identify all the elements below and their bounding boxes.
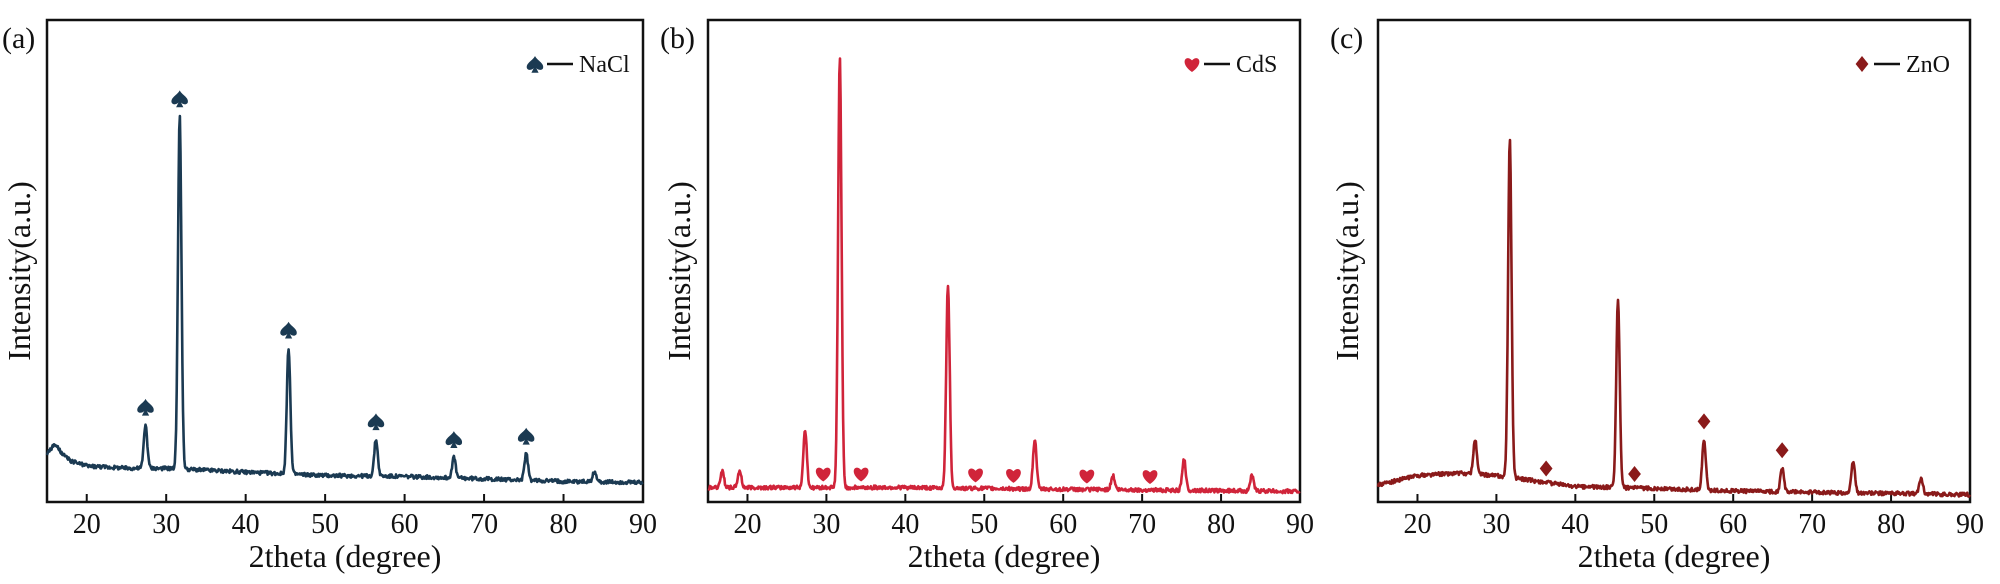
panel-label: (a) xyxy=(2,22,35,55)
x-tick-label: 70 xyxy=(1128,509,1156,540)
spade-marker xyxy=(137,398,154,416)
plot-frame xyxy=(706,18,1302,504)
plot-frame xyxy=(45,18,645,504)
spade-marker xyxy=(445,431,463,448)
heart-marker xyxy=(1142,470,1158,485)
x-tick-label: 50 xyxy=(311,509,339,540)
x-tick-label: 30 xyxy=(1482,509,1510,540)
series-line xyxy=(1376,138,1971,498)
y-axis-title: Intensity(a.u.) xyxy=(1,181,37,361)
spade-marker xyxy=(280,321,297,339)
spade-marker xyxy=(517,427,535,445)
panel-c: (c) 20 30 40 50 60 70 80 90 2theta (degree) Intens… xyxy=(1329,18,1984,574)
series-line xyxy=(707,57,1301,495)
heart-marker xyxy=(853,467,869,482)
x-tick-label: 80 xyxy=(1207,509,1235,540)
x-tick-label: 70 xyxy=(470,509,498,540)
panel-label: (c) xyxy=(1330,22,1363,55)
heart-marker xyxy=(815,467,831,482)
legend-heart-icon xyxy=(1184,58,1200,72)
panel-label: (b) xyxy=(660,22,695,55)
heart-marker xyxy=(968,468,983,483)
x-tick-label: 50 xyxy=(970,509,998,540)
x-tick-label: 90 xyxy=(1956,509,1984,540)
legend-label: CdS xyxy=(1236,52,1277,78)
x-tick-label: 20 xyxy=(733,509,761,540)
x-tick-label: 40 xyxy=(232,509,260,540)
legend-label: NaCl xyxy=(579,52,630,78)
legend-label: ZnO xyxy=(1906,52,1950,78)
plot-frame xyxy=(1376,18,1972,504)
x-tick-label: 70 xyxy=(1798,509,1826,540)
x-tick-label: 40 xyxy=(891,509,919,540)
y-axis-title: Intensity(a.u.) xyxy=(661,181,697,361)
legend-diamond-icon xyxy=(1855,56,1869,72)
x-tick-label: 20 xyxy=(1403,509,1431,540)
diamond-marker xyxy=(1775,442,1789,459)
x-tick-label: 60 xyxy=(1719,509,1747,540)
x-tick-label: 90 xyxy=(1286,509,1314,540)
spade-marker xyxy=(171,90,188,108)
panel-a: (a) 20 30 40 50 60 70 80 90 2theta (degree) Intens… xyxy=(1,18,657,574)
x-tick-label: 50 xyxy=(1640,509,1668,540)
x-tick-label: 80 xyxy=(550,509,578,540)
spade-marker xyxy=(367,413,385,431)
diamond-marker xyxy=(1539,460,1553,477)
x-axis-title: 2theta (degree) xyxy=(249,538,442,574)
x-axis-title: 2theta (degree) xyxy=(908,538,1101,574)
heart-marker xyxy=(1079,469,1095,484)
y-axis-title: Intensity(a.u.) xyxy=(1329,181,1365,361)
diamond-marker xyxy=(1628,466,1641,483)
series-line xyxy=(45,114,644,486)
x-axis-title: 2theta (degree) xyxy=(1578,538,1771,574)
x-tick-label: 60 xyxy=(1049,509,1077,540)
x-tick-label: 30 xyxy=(812,509,840,540)
diamond-marker xyxy=(1697,413,1711,430)
panel-b: (b) 20 30 40 50 60 70 80 90 2theta (degree) Intens… xyxy=(660,18,1314,574)
x-tick-label: 20 xyxy=(73,509,101,540)
x-tick-label: 40 xyxy=(1561,509,1589,540)
x-tick-label: 30 xyxy=(152,509,180,540)
x-tick-label: 80 xyxy=(1877,509,1905,540)
heart-marker xyxy=(1006,468,1021,483)
x-tick-label: 60 xyxy=(391,509,419,540)
legend-spade-icon xyxy=(526,56,544,73)
x-tick-label: 90 xyxy=(629,509,657,540)
